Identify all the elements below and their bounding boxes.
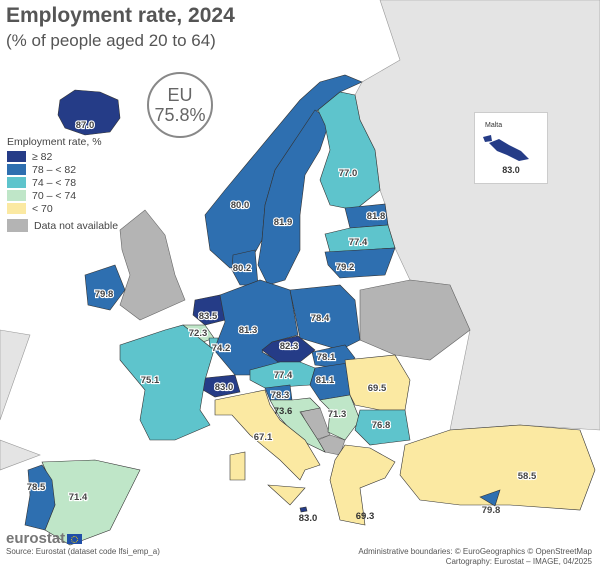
- country-lv: [324, 224, 396, 253]
- eu-flag-icon: [67, 533, 83, 544]
- value-label-ro: 69.5: [368, 383, 387, 394]
- legend-title: Employment rate, %: [7, 136, 102, 148]
- country-ie: [84, 264, 126, 311]
- country-mt: [299, 506, 308, 513]
- legend-item: 78 – < 82: [7, 163, 118, 176]
- eu-average-badge: EU 75.8%: [147, 72, 213, 138]
- legend-swatch: [7, 151, 26, 162]
- country-el: [329, 444, 396, 526]
- legend-label: 78 – < 82: [32, 163, 77, 176]
- country-fi: [317, 91, 381, 211]
- eu-label: EU: [167, 85, 193, 105]
- value-label-si: 78.3: [271, 390, 290, 401]
- eu-value: 75.8%: [154, 105, 206, 125]
- map-title: Employment rate, 2024: [6, 4, 235, 27]
- legend-label: Data not available: [34, 219, 119, 232]
- country-nl: [192, 294, 226, 326]
- value-label-pt: 78.5: [27, 482, 46, 493]
- value-label-hu: 81.1: [316, 375, 335, 386]
- country-it: [267, 484, 306, 506]
- inset-value: 83.0: [502, 165, 520, 175]
- country-pt: [24, 464, 56, 531]
- value-label-mt: 83.0: [299, 513, 318, 524]
- value-label-bg: 76.8: [372, 420, 391, 431]
- value-label-ee: 81.8: [367, 211, 386, 222]
- value-label-lu: 74.2: [212, 343, 231, 354]
- legend-label: < 70: [32, 202, 53, 215]
- map-subtitle: (% of people aged 20 to 64): [6, 31, 216, 50]
- value-label-fr: 75.1: [141, 375, 160, 386]
- legend-label: 74 – < 78: [32, 176, 77, 189]
- value-label-at: 77.4: [274, 370, 293, 381]
- country-cz: [261, 335, 316, 363]
- legend-item: ≥ 82: [7, 150, 118, 163]
- country-no-data: [119, 209, 186, 321]
- value-label-el: 69.3: [356, 511, 375, 522]
- value-label-hr: 73.6: [274, 406, 293, 417]
- country-bg: [354, 409, 411, 446]
- country-no-data: [359, 279, 471, 361]
- value-label-no: 80.0: [231, 200, 250, 211]
- legend-item: 74 – < 78: [7, 176, 118, 189]
- malta-shape: [483, 135, 529, 161]
- value-label-cz: 82.3: [280, 341, 299, 352]
- non-eu-land: [0, 439, 41, 471]
- legend-label: 70 – < 74: [32, 189, 77, 202]
- legend-swatch: [7, 177, 26, 188]
- value-label-is: 87.0: [76, 120, 95, 131]
- non-eu-land: [0, 329, 31, 421]
- inset-label: Malta: [485, 122, 503, 129]
- value-label-es: 71.4: [69, 492, 88, 503]
- source-note: Source: Eurostat (dataset code lfsi_emp_…: [6, 547, 160, 556]
- legend-swatch: [7, 164, 26, 175]
- boundaries-credit: Administrative boundaries: © EuroGeograp…: [358, 547, 592, 556]
- legend-label: ≥ 82: [32, 150, 53, 163]
- value-label-be: 72.3: [189, 328, 208, 339]
- value-label-tr: 58.5: [518, 471, 537, 482]
- value-label-it: 67.1: [254, 432, 273, 443]
- legend-swatch: [7, 203, 26, 214]
- legend-swatch: [7, 190, 26, 201]
- legend-swatch: [7, 219, 28, 232]
- legend-item: 70 – < 74: [7, 189, 118, 202]
- legend-item-na: Data not available: [7, 219, 118, 232]
- value-label-dk: 80.2: [233, 263, 252, 274]
- value-label-cy: 79.8: [482, 505, 501, 516]
- malta-inset: Malta 83.0: [474, 112, 548, 184]
- value-label-ch: 83.0: [215, 382, 234, 393]
- value-label-nl: 83.5: [199, 311, 218, 322]
- value-label-fi: 77.0: [339, 168, 358, 179]
- value-label-de: 81.3: [239, 325, 258, 336]
- value-label-sk: 78.1: [317, 352, 336, 363]
- legend: Employment rate, % ≥ 82 78 – < 82 74 – < 7…: [7, 136, 118, 232]
- credits: Administrative boundaries: © EuroGeograp…: [358, 547, 592, 567]
- country-tr: [399, 424, 596, 511]
- value-label-se: 81.9: [274, 217, 293, 228]
- country-lt: [324, 247, 396, 279]
- eurostat-logo: eurostat: [6, 530, 83, 547]
- country-it: [229, 451, 246, 481]
- value-label-lv: 77.4: [349, 237, 368, 248]
- country-cy: [479, 489, 501, 507]
- country-no: [204, 74, 363, 269]
- value-label-ie: 79.8: [95, 289, 114, 300]
- country-it: [214, 389, 321, 481]
- value-label-rs: 71.3: [328, 409, 347, 420]
- value-label-lt: 79.2: [336, 262, 355, 273]
- country-is: [57, 89, 121, 136]
- value-label-pl: 78.4: [311, 313, 330, 324]
- cartography-credit: Cartography: Eurostat – IMAGE, 04/2025: [445, 557, 592, 566]
- legend-item: < 70: [7, 202, 118, 215]
- country-fr: [119, 324, 215, 441]
